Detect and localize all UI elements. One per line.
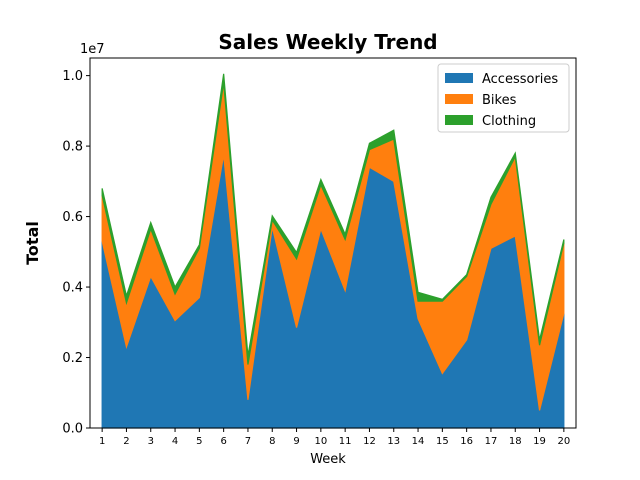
x-tick-label: 5 (196, 436, 202, 447)
y-tick-label: 1.0 (62, 69, 83, 84)
x-tick-label: 8 (269, 436, 275, 447)
x-tick-label: 18 (509, 436, 522, 447)
x-tick-label: 2 (123, 436, 129, 447)
y-tick-label: 0.8 (62, 140, 83, 155)
x-tick-label: 9 (293, 436, 299, 447)
x-axis-label: Week (310, 452, 346, 467)
x-tick-label: 15 (436, 436, 449, 447)
x-tick-label: 19 (533, 436, 546, 447)
x-tick-label: 10 (314, 436, 327, 447)
x-tick-label: 12 (363, 436, 376, 447)
y-tick-label: 0.4 (62, 281, 83, 296)
y-tick-label: 0.0 (62, 422, 83, 437)
legend-label-clothing: Clothing (482, 114, 536, 129)
x-tick-label: 16 (460, 436, 473, 447)
x-tick-label: 20 (557, 436, 570, 447)
x-tick-label: 11 (339, 436, 352, 447)
areas-layer (101, 73, 565, 429)
y-axis: 0.0 0.2 0.4 0.6 0.8 1.0 (62, 69, 90, 437)
x-tick-label: 1 (99, 436, 105, 447)
legend-swatch-clothing (445, 115, 473, 125)
legend-label-accessories: Accessories (482, 72, 558, 87)
x-tick-label: 6 (220, 436, 226, 447)
x-tick-label: 7 (245, 436, 251, 447)
x-tick-label: 17 (485, 436, 498, 447)
chart-title: Sales Weekly Trend (218, 30, 437, 54)
x-tick-label: 14 (412, 436, 425, 447)
area-series-clothing (101, 73, 565, 365)
legend-swatch-bikes (445, 94, 473, 104)
x-axis: 1 2 3 4 5 6 7 8 9 10 11 12 13 14 15 16 17 18 19 20 (99, 428, 570, 447)
x-tick-label: 4 (172, 436, 178, 447)
legend: Accessories Bikes Clothing (437, 63, 570, 133)
plot-frame (89, 57, 577, 429)
x-tick-label: 13 (387, 436, 400, 447)
y-axis-label: Total (23, 221, 42, 265)
y-multiplier-label: 1e7 (80, 42, 105, 57)
legend-label-bikes: Bikes (482, 93, 517, 108)
legend-swatch-accessories (445, 73, 473, 83)
y-tick-label: 0.6 (62, 210, 83, 225)
y-tick-label: 0.2 (62, 351, 83, 366)
x-tick-label: 3 (148, 436, 154, 447)
